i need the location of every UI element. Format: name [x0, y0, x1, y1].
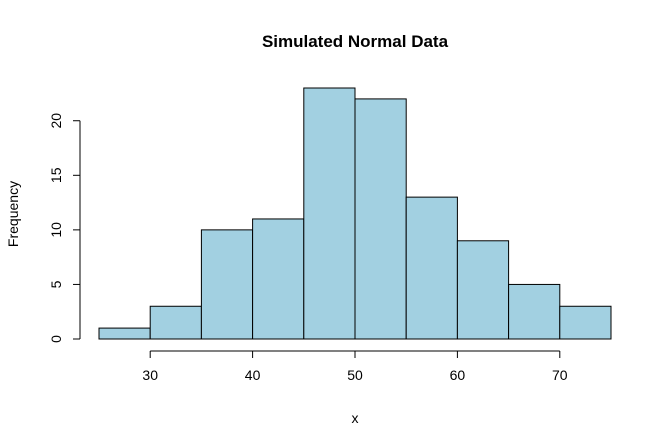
y-axis: 0 5 10 15 20 [48, 113, 81, 343]
histogram-bar [354, 98, 407, 340]
y-axis-label: Frequency [5, 181, 21, 247]
histogram-bar [559, 305, 612, 340]
x-tick-label: 50 [347, 367, 363, 383]
bars-group [98, 87, 612, 340]
histogram-bar [98, 327, 151, 340]
y-tick-label: 0 [48, 335, 64, 343]
y-tick-label: 20 [48, 113, 64, 129]
x-tick-label: 40 [245, 367, 261, 383]
y-tick-label: 5 [48, 280, 64, 288]
histogram-bar [508, 283, 561, 340]
histogram-bar [200, 229, 254, 340]
y-tick-label: 10 [48, 222, 64, 238]
y-tick-label: 15 [48, 167, 64, 183]
histogram-bar [405, 196, 458, 340]
x-axis: 30 40 50 60 70 [142, 350, 568, 383]
x-tick-label: 60 [450, 367, 466, 383]
x-tick-label: 30 [142, 367, 158, 383]
x-axis-label: x [352, 410, 359, 426]
histogram-bar [252, 218, 305, 340]
histogram-bar [149, 305, 202, 340]
x-tick-label: 70 [552, 367, 568, 383]
histogram-bar [303, 87, 356, 340]
histogram-bar [456, 240, 510, 340]
chart-title: Simulated Normal Data [262, 32, 449, 51]
